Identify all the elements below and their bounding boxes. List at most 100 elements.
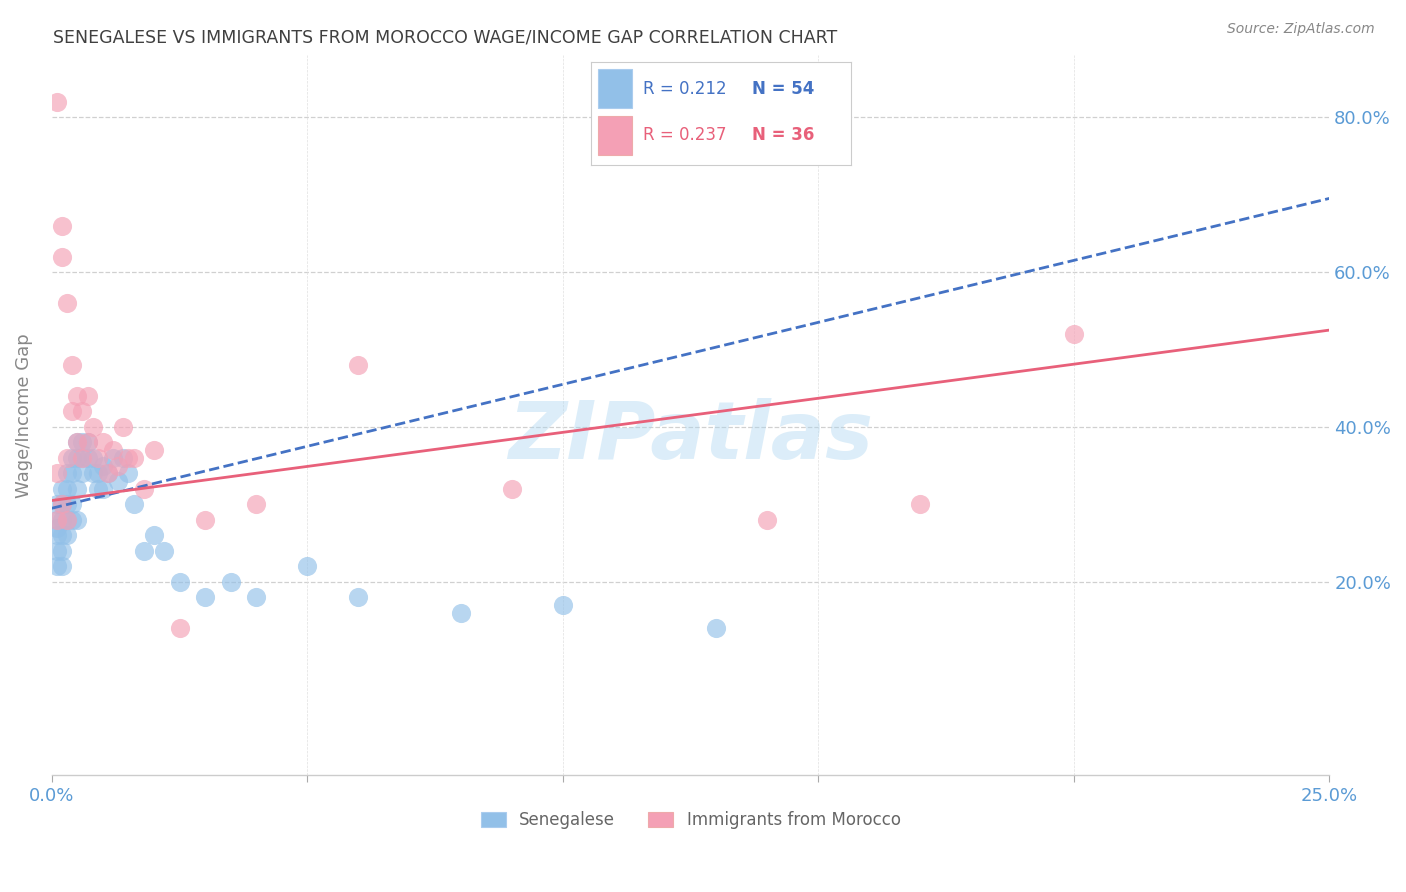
Point [51,559,73,574]
Point [60,404,83,418]
Point [51,497,73,511]
Point [551,598,574,612]
Point [56,482,79,496]
Point [45,95,67,109]
Text: Source: ZipAtlas.com: Source: ZipAtlas.com [1227,22,1375,37]
Point [91,435,114,450]
Point [56,296,79,310]
Point [101,443,124,458]
Point [101,450,124,465]
Point [1063,326,1085,341]
Text: N = 36: N = 36 [752,126,814,144]
Point [51,250,73,264]
Point [51,544,73,558]
Point [91,458,114,473]
Point [194,513,217,527]
Point [87,467,110,481]
Point [72,450,94,465]
Point [107,458,129,473]
Point [66,389,89,403]
Bar [599,69,633,108]
Point [60,450,83,465]
Point [245,497,267,511]
Text: N = 54: N = 54 [752,79,814,97]
Point [45,513,67,527]
Point [56,513,79,527]
Point [76,435,98,450]
Point [51,482,73,496]
Point [97,467,120,481]
Point [66,513,89,527]
Point [76,435,98,450]
Point [97,467,120,481]
Point [56,513,79,527]
Point [45,513,67,527]
Point [66,482,89,496]
Point [66,450,89,465]
Point [45,467,67,481]
Point [51,497,73,511]
Bar [599,116,633,155]
Point [142,528,165,542]
Point [51,219,73,233]
Point [245,591,267,605]
Point [132,544,155,558]
Point [347,358,370,372]
Point [56,450,79,465]
Point [45,521,67,535]
Point [76,389,98,403]
Point [756,513,779,527]
Point [72,404,94,418]
Point [60,358,83,372]
Point [112,450,135,465]
Point [132,482,155,496]
Text: R = 0.237: R = 0.237 [643,126,725,144]
Point [153,544,176,558]
Point [107,474,129,488]
Point [45,559,67,574]
Point [91,482,114,496]
Point [82,467,104,481]
Point [194,591,217,605]
Point [87,482,110,496]
Point [122,497,145,511]
Point [117,467,139,481]
Point [347,591,370,605]
Point [76,450,98,465]
Text: R = 0.212: R = 0.212 [643,79,725,97]
Legend: Senegalese, Immigrants from Morocco: Senegalese, Immigrants from Morocco [474,805,907,836]
Point [51,513,73,527]
Point [72,467,94,481]
Point [60,497,83,511]
Point [169,574,191,589]
Point [51,528,73,542]
Point [450,606,472,620]
Text: ZIPatlas: ZIPatlas [508,398,873,476]
Point [60,513,83,527]
Point [704,621,727,635]
Text: SENEGALESE VS IMMIGRANTS FROM MOROCCO WAGE/INCOME GAP CORRELATION CHART: SENEGALESE VS IMMIGRANTS FROM MOROCCO WA… [53,29,838,46]
Point [56,467,79,481]
Point [82,420,104,434]
Y-axis label: Wage/Income Gap: Wage/Income Gap [15,333,32,498]
Point [297,559,319,574]
Point [910,497,932,511]
Point [72,450,94,465]
Point [87,450,110,465]
Point [56,497,79,511]
Point [60,467,83,481]
Point [45,497,67,511]
Point [45,544,67,558]
Point [72,435,94,450]
Point [142,443,165,458]
Point [82,450,104,465]
Point [169,621,191,635]
Point [66,435,89,450]
Point [117,450,139,465]
Point [112,420,135,434]
Point [56,528,79,542]
Point [45,528,67,542]
Point [66,435,89,450]
Point [219,574,242,589]
Point [122,450,145,465]
